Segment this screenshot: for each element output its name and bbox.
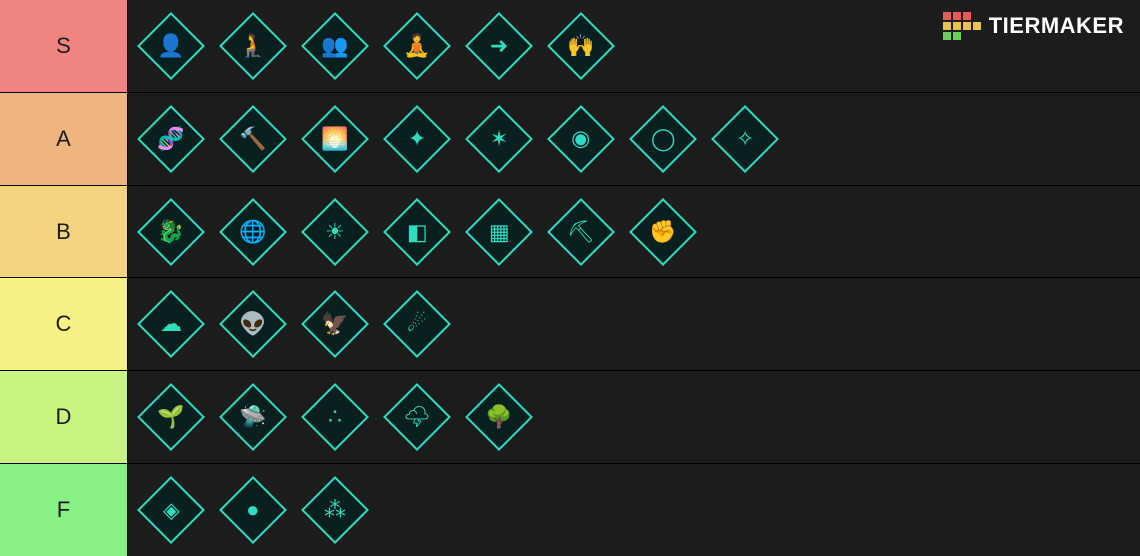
- fist-icon-glyph: ✊: [649, 221, 676, 243]
- hammer-strike-icon[interactable]: 🔨: [218, 104, 288, 174]
- tier-label-c[interactable]: C: [0, 278, 128, 370]
- dna-wrench-icon-glyph: 🧬: [157, 128, 184, 150]
- comet-icon[interactable]: ☄: [382, 289, 452, 359]
- bonsai-icon[interactable]: 🌳: [464, 382, 534, 452]
- sunrise-water-icon[interactable]: 🌅: [300, 104, 370, 174]
- tier-label-b[interactable]: B: [0, 186, 128, 278]
- mushroom-cloud-icon-glyph: ☁: [160, 313, 182, 335]
- arrow-people-icon-glyph: ➜: [490, 35, 508, 57]
- bonsai-icon-glyph: 🌳: [485, 406, 512, 428]
- cavern-icon[interactable]: ⛏: [546, 197, 616, 267]
- mushroom-cloud-icon[interactable]: ☁: [136, 289, 206, 359]
- person-halo-icon[interactable]: ●: [218, 475, 288, 545]
- three-dots-icon-glyph: ⁂: [324, 499, 346, 521]
- circuit-dome-icon-glyph: ▦: [489, 221, 510, 243]
- crosshair-icon[interactable]: ✦: [382, 104, 452, 174]
- hammer-strike-icon-glyph: 🔨: [239, 128, 266, 150]
- cracked-globe-icon[interactable]: 🌐: [218, 197, 288, 267]
- meditate-icon-glyph: 🧘: [403, 35, 430, 57]
- ascend-person-icon-glyph: ✶: [490, 128, 508, 150]
- horizon-disc-icon-glyph: 🛸: [239, 406, 266, 428]
- tier-items-d: 🌱 🛸 ∴ 🌩 🌳: [128, 371, 1140, 463]
- eagle-icon-glyph: 🦅: [321, 313, 348, 335]
- arrow-people-icon[interactable]: ➜: [464, 11, 534, 81]
- cavern-icon-glyph: ⛏: [567, 221, 595, 243]
- storm-head-icon[interactable]: 🌩: [382, 382, 452, 452]
- fist-icon[interactable]: ✊: [628, 197, 698, 267]
- three-dots-icon[interactable]: ⁂: [300, 475, 370, 545]
- dna-wrench-icon[interactable]: 🧬: [136, 104, 206, 174]
- tier-row-a: A 🧬 🔨 🌅 ✦ ✶ ◉ ◯ ✧: [0, 92, 1140, 185]
- eye-portal-icon[interactable]: ◈: [136, 475, 206, 545]
- tier-label-s[interactable]: S: [0, 0, 128, 92]
- tier-row-f: F ◈ ● ⁂: [0, 463, 1140, 556]
- alien-head-icon[interactable]: 👽: [218, 289, 288, 359]
- crosshair-icon-glyph: ✦: [408, 128, 426, 150]
- dragon-icon[interactable]: 🐉: [136, 197, 206, 267]
- alien-head-icon-glyph: 👽: [239, 313, 266, 335]
- tier-items-b: 🐉 🌐 ☀ ◧ ▦ ⛏ ✊: [128, 186, 1140, 278]
- crowd-icon[interactable]: 👥: [300, 11, 370, 81]
- sun-gear-icon[interactable]: ☀: [300, 197, 370, 267]
- orbit-circle-icon[interactable]: ◯: [628, 104, 698, 174]
- dragon-icon-glyph: 🐉: [157, 221, 184, 243]
- horizon-disc-icon[interactable]: 🛸: [218, 382, 288, 452]
- eagle-icon[interactable]: 🦅: [300, 289, 370, 359]
- engine-icon-glyph: ✧: [736, 128, 754, 150]
- ring-core-icon-glyph: ◉: [571, 128, 590, 150]
- storm-head-icon-glyph: 🌩: [403, 406, 431, 428]
- tier-row-c: C ☁ 👽 🦅 ☄: [0, 277, 1140, 370]
- engine-icon[interactable]: ✧: [710, 104, 780, 174]
- sprout-icon-glyph: 🌱: [157, 406, 184, 428]
- orbit-circle-icon-glyph: ◯: [651, 128, 676, 150]
- cracked-globe-icon-glyph: 🌐: [239, 221, 266, 243]
- raised-arms-icon[interactable]: 🙌: [546, 11, 616, 81]
- comet-icon-glyph: ☄: [407, 313, 427, 335]
- meditate-icon[interactable]: 🧘: [382, 11, 452, 81]
- adult-child-icon-glyph: 👤: [157, 35, 184, 57]
- adult-child-icon[interactable]: 👤: [136, 11, 206, 81]
- tiermaker-logo: TIERMAKER: [943, 12, 1124, 40]
- ascend-person-icon[interactable]: ✶: [464, 104, 534, 174]
- tiermaker-logo-text: TIERMAKER: [989, 13, 1124, 39]
- tier-row-b: B 🐉 🌐 ☀ ◧ ▦ ⛏ ✊: [0, 185, 1140, 278]
- tiermaker-logo-grid: [943, 12, 981, 40]
- tier-label-a[interactable]: A: [0, 93, 128, 185]
- orbits-icon[interactable]: ∴: [300, 382, 370, 452]
- person-halo-icon-glyph: ●: [246, 499, 259, 521]
- ring-core-icon[interactable]: ◉: [546, 104, 616, 174]
- tier-list: S 👤 🧎 👥 🧘 ➜ 🙌 A 🧬 🔨 🌅 ✦ ✶ ◉ ◯ ✧ B 🐉 🌐 ☀ ◧ ▦ ⛏ ✊ C ☁ 👽 🦅 ☄ D 🌱 🛸 ∴ 🌩 🌳 F ◈ ● ⁂: [0, 0, 1140, 556]
- sprout-icon[interactable]: 🌱: [136, 382, 206, 452]
- sun-gear-icon-glyph: ☀: [325, 221, 345, 243]
- tier-items-f: ◈ ● ⁂: [128, 464, 1140, 556]
- circuit-dome-icon[interactable]: ▦: [464, 197, 534, 267]
- orbits-icon-glyph: ∴: [328, 406, 342, 428]
- tier-items-c: ☁ 👽 🦅 ☄: [128, 278, 1140, 370]
- tier-items-a: 🧬 🔨 🌅 ✦ ✶ ◉ ◯ ✧: [128, 93, 1140, 185]
- sunrise-water-icon-glyph: 🌅: [321, 128, 348, 150]
- split-face-icon[interactable]: ◧: [382, 197, 452, 267]
- thinker-icon-glyph: 🧎: [239, 35, 266, 57]
- tier-row-d: D 🌱 🛸 ∴ 🌩 🌳: [0, 370, 1140, 463]
- tier-label-f[interactable]: F: [0, 464, 128, 556]
- raised-arms-icon-glyph: 🙌: [567, 35, 594, 57]
- tier-label-d[interactable]: D: [0, 371, 128, 463]
- thinker-icon[interactable]: 🧎: [218, 11, 288, 81]
- crowd-icon-glyph: 👥: [321, 35, 348, 57]
- eye-portal-icon-glyph: ◈: [163, 499, 180, 521]
- split-face-icon-glyph: ◧: [407, 221, 428, 243]
